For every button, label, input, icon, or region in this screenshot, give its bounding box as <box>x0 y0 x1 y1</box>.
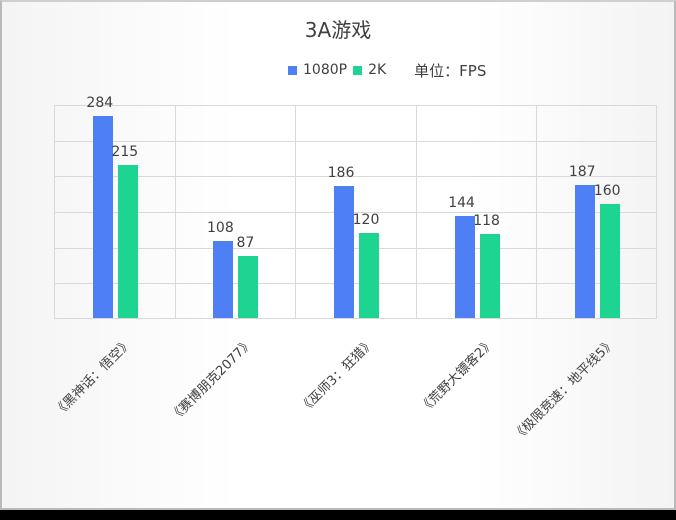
legend-label-2k: 2K <box>368 62 387 78</box>
gridline-horizontal <box>55 212 656 213</box>
chart-title: 3A游戏 <box>304 18 372 42</box>
gridline-horizontal <box>55 247 656 249</box>
gridline-vertical <box>295 106 297 318</box>
data-label: 108 <box>207 220 234 237</box>
legend-swatch-1080p <box>288 65 297 75</box>
bar-1080p <box>575 185 596 318</box>
gridline-horizontal <box>55 283 656 285</box>
data-label: 284 <box>86 95 114 112</box>
bar-1080p <box>454 215 475 318</box>
data-label: 160 <box>593 183 621 200</box>
bar-1080p <box>92 116 113 318</box>
legend-swatch-2k <box>353 65 363 75</box>
data-label: 215 <box>111 144 139 161</box>
legend: 1080P 2K 单位：FPS <box>288 60 486 80</box>
gridline-vertical <box>415 106 417 318</box>
legend-label-1080p: 1080P <box>303 62 348 78</box>
data-label: 87 <box>236 235 255 252</box>
legend-item-1080p: 1080P <box>288 62 347 78</box>
data-label: 144 <box>448 194 475 211</box>
data-label: 187 <box>568 164 596 181</box>
gridline-horizontal <box>55 176 656 178</box>
bar-2k <box>359 232 379 318</box>
gridline-vertical <box>536 106 538 318</box>
bar-2k <box>600 204 621 318</box>
bar-1080p <box>334 185 354 318</box>
bar-1080p <box>213 241 234 318</box>
gridline-horizontal <box>55 140 656 142</box>
bar-2k <box>117 165 138 318</box>
data-label: 118 <box>473 213 500 230</box>
bar-2k <box>238 256 259 318</box>
data-label: 120 <box>352 211 380 228</box>
plot-area <box>54 105 657 319</box>
legend-item-2k: 2K <box>353 62 386 78</box>
unit-label: 单位：FPS <box>414 61 487 80</box>
gridline-vertical <box>174 106 176 318</box>
bar-2k <box>479 234 500 318</box>
data-label: 186 <box>327 164 355 181</box>
